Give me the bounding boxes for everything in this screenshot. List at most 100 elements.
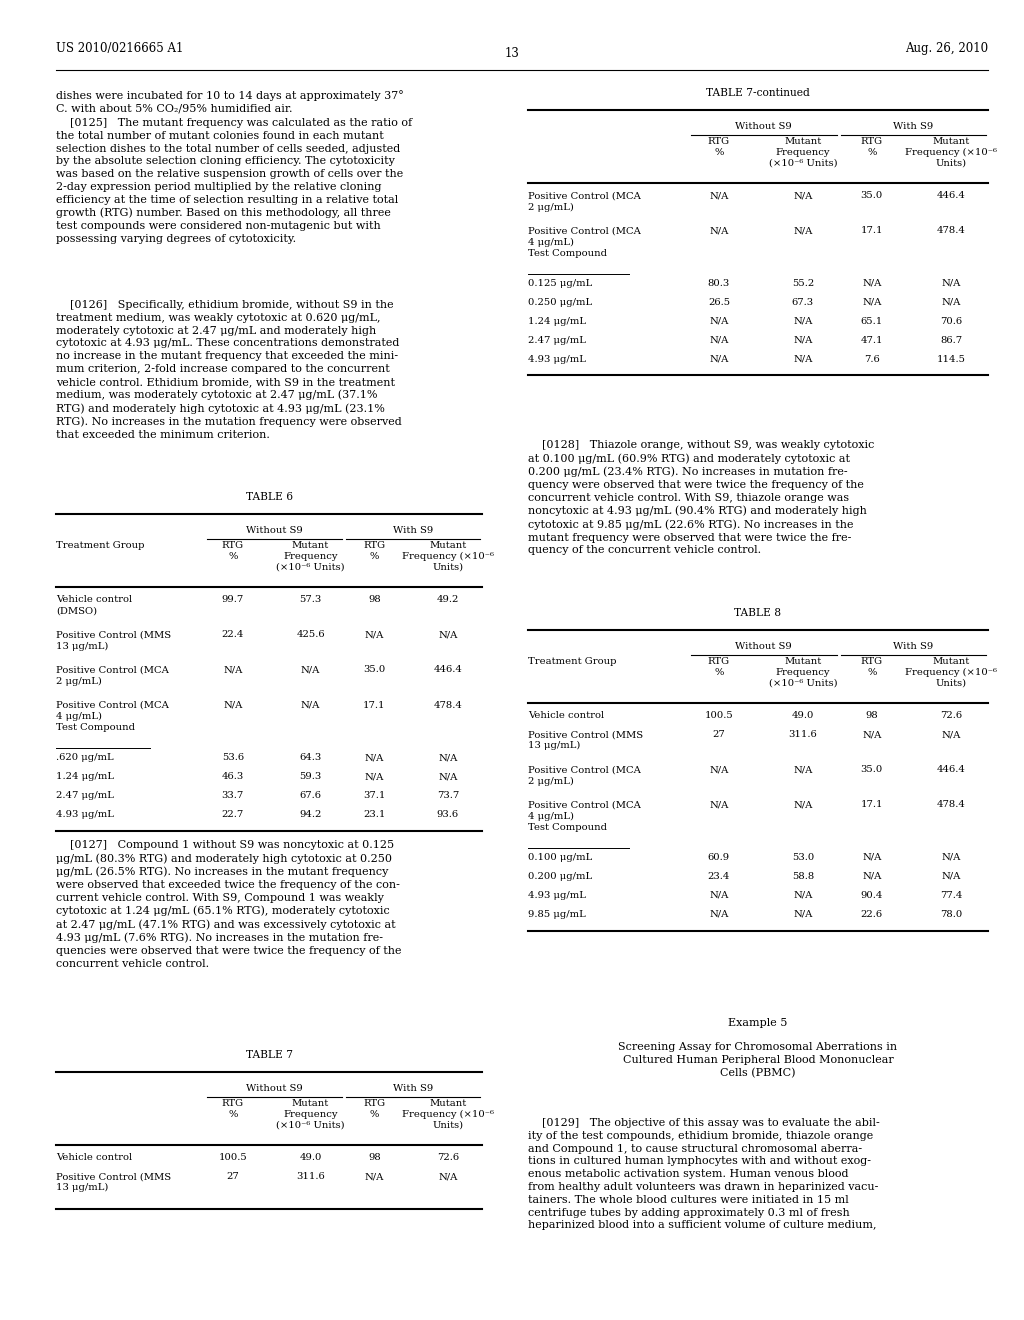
Text: N/A: N/A: [941, 853, 961, 862]
Text: N/A: N/A: [794, 317, 812, 326]
Text: 57.3: 57.3: [299, 595, 322, 605]
Text: 478.4: 478.4: [433, 701, 463, 710]
Text: 311.6: 311.6: [296, 1172, 325, 1181]
Text: 67.6: 67.6: [300, 791, 322, 800]
Text: TABLE 6: TABLE 6: [246, 492, 293, 502]
Text: TABLE 8: TABLE 8: [734, 609, 781, 618]
Text: Without S9: Without S9: [246, 1084, 303, 1093]
Text: N/A: N/A: [794, 191, 812, 201]
Text: RTG
%: RTG %: [861, 657, 883, 677]
Text: Mutant
Frequency
(×10⁻⁶ Units): Mutant Frequency (×10⁻⁶ Units): [769, 657, 838, 686]
Text: N/A: N/A: [862, 279, 882, 288]
Text: N/A: N/A: [941, 279, 961, 288]
Text: With S9: With S9: [392, 1084, 433, 1093]
Text: 98: 98: [368, 1154, 381, 1162]
Text: With S9: With S9: [893, 121, 933, 131]
Text: RTG
%: RTG %: [708, 137, 730, 157]
Text: RTG
%: RTG %: [222, 541, 244, 561]
Text: 60.9: 60.9: [708, 853, 730, 862]
Text: N/A: N/A: [710, 355, 729, 363]
Text: Positive Control (MCA
4 μg/mL)
Test Compound: Positive Control (MCA 4 μg/mL) Test Comp…: [56, 701, 169, 731]
Text: N/A: N/A: [710, 335, 729, 345]
Text: [0125]   The mutant frequency was calculated as the ratio of
the total number of: [0125] The mutant frequency was calculat…: [56, 117, 412, 244]
Text: N/A: N/A: [710, 317, 729, 326]
Text: N/A: N/A: [941, 298, 961, 306]
Text: N/A: N/A: [941, 730, 961, 739]
Text: 78.0: 78.0: [940, 909, 963, 919]
Text: Without S9: Without S9: [735, 642, 793, 651]
Text: With S9: With S9: [392, 525, 433, 535]
Text: US 2010/0216665 A1: US 2010/0216665 A1: [56, 42, 183, 55]
Text: 0.100 μg/mL: 0.100 μg/mL: [528, 853, 592, 862]
Text: 77.4: 77.4: [940, 891, 963, 900]
Text: N/A: N/A: [438, 1172, 458, 1181]
Text: N/A: N/A: [794, 800, 812, 809]
Text: 72.6: 72.6: [437, 1154, 459, 1162]
Text: 99.7: 99.7: [221, 595, 244, 605]
Text: 0.250 μg/mL: 0.250 μg/mL: [528, 298, 592, 306]
Text: 65.1: 65.1: [861, 317, 883, 326]
Text: 58.8: 58.8: [792, 873, 814, 880]
Text: TABLE 7-continued: TABLE 7-continued: [707, 88, 810, 98]
Text: 1.24 μg/mL: 1.24 μg/mL: [528, 317, 586, 326]
Text: 49.2: 49.2: [436, 595, 459, 605]
Text: Mutant
Frequency
(×10⁻⁶ Units): Mutant Frequency (×10⁻⁶ Units): [276, 541, 345, 572]
Text: .620 μg/mL: .620 μg/mL: [56, 754, 114, 762]
Text: 1.24 μg/mL: 1.24 μg/mL: [56, 772, 114, 781]
Text: N/A: N/A: [794, 909, 812, 919]
Text: [0128]   Thiazole orange, without S9, was weakly cytotoxic
at 0.100 μg/mL (60.9%: [0128] Thiazole orange, without S9, was …: [528, 440, 874, 556]
Text: N/A: N/A: [710, 891, 729, 900]
Text: 17.1: 17.1: [860, 800, 883, 809]
Text: N/A: N/A: [710, 766, 729, 775]
Text: N/A: N/A: [794, 891, 812, 900]
Text: 4.93 μg/mL: 4.93 μg/mL: [56, 810, 114, 818]
Text: Without S9: Without S9: [246, 525, 303, 535]
Text: RTG
%: RTG %: [364, 541, 385, 561]
Text: N/A: N/A: [862, 298, 882, 306]
Text: Treatment Group: Treatment Group: [56, 541, 144, 550]
Text: 22.6: 22.6: [861, 909, 883, 919]
Text: N/A: N/A: [223, 701, 243, 710]
Text: N/A: N/A: [794, 355, 812, 363]
Text: RTG
%: RTG %: [364, 1100, 385, 1118]
Text: 53.6: 53.6: [222, 754, 244, 762]
Text: 446.4: 446.4: [937, 766, 966, 775]
Text: N/A: N/A: [365, 631, 384, 639]
Text: TABLE 7: TABLE 7: [246, 1049, 293, 1060]
Text: N/A: N/A: [438, 631, 458, 639]
Text: 425.6: 425.6: [296, 631, 325, 639]
Text: 7.6: 7.6: [864, 355, 880, 363]
Text: Mutant
Frequency (×10⁻⁶
Units): Mutant Frequency (×10⁻⁶ Units): [401, 1100, 494, 1129]
Text: 22.4: 22.4: [221, 631, 244, 639]
Text: 35.0: 35.0: [364, 665, 386, 675]
Text: 4.93 μg/mL: 4.93 μg/mL: [528, 891, 586, 900]
Text: 2.47 μg/mL: 2.47 μg/mL: [56, 791, 114, 800]
Text: Vehicle control
(DMSO): Vehicle control (DMSO): [56, 595, 132, 615]
Text: N/A: N/A: [710, 909, 729, 919]
Text: N/A: N/A: [794, 226, 812, 235]
Text: 93.6: 93.6: [437, 810, 459, 818]
Text: 98: 98: [865, 711, 879, 721]
Text: 0.125 μg/mL: 0.125 μg/mL: [528, 279, 592, 288]
Text: RTG
%: RTG %: [708, 657, 730, 677]
Text: Vehicle control: Vehicle control: [528, 711, 604, 721]
Text: 100.5: 100.5: [218, 1154, 247, 1162]
Text: 37.1: 37.1: [364, 791, 386, 800]
Text: 86.7: 86.7: [940, 335, 963, 345]
Text: N/A: N/A: [301, 701, 321, 710]
Text: Screening Assay for Chromosomal Aberrations in
Cultured Human Peripheral Blood M: Screening Assay for Chromosomal Aberrati…: [618, 1041, 898, 1078]
Text: 27: 27: [713, 730, 725, 739]
Text: 446.4: 446.4: [937, 191, 966, 201]
Text: 90.4: 90.4: [860, 891, 883, 900]
Text: N/A: N/A: [365, 1172, 384, 1181]
Text: Example 5: Example 5: [728, 1018, 787, 1028]
Text: N/A: N/A: [365, 754, 384, 762]
Text: N/A: N/A: [862, 873, 882, 880]
Text: RTG
%: RTG %: [861, 137, 883, 157]
Text: 23.4: 23.4: [708, 873, 730, 880]
Text: RTG
%: RTG %: [222, 1100, 244, 1118]
Text: 72.6: 72.6: [940, 711, 963, 721]
Text: 22.7: 22.7: [221, 810, 244, 818]
Text: dishes were incubated for 10 to 14 days at approximately 37°
C. with about 5% CO: dishes were incubated for 10 to 14 days …: [56, 90, 403, 114]
Text: N/A: N/A: [794, 766, 812, 775]
